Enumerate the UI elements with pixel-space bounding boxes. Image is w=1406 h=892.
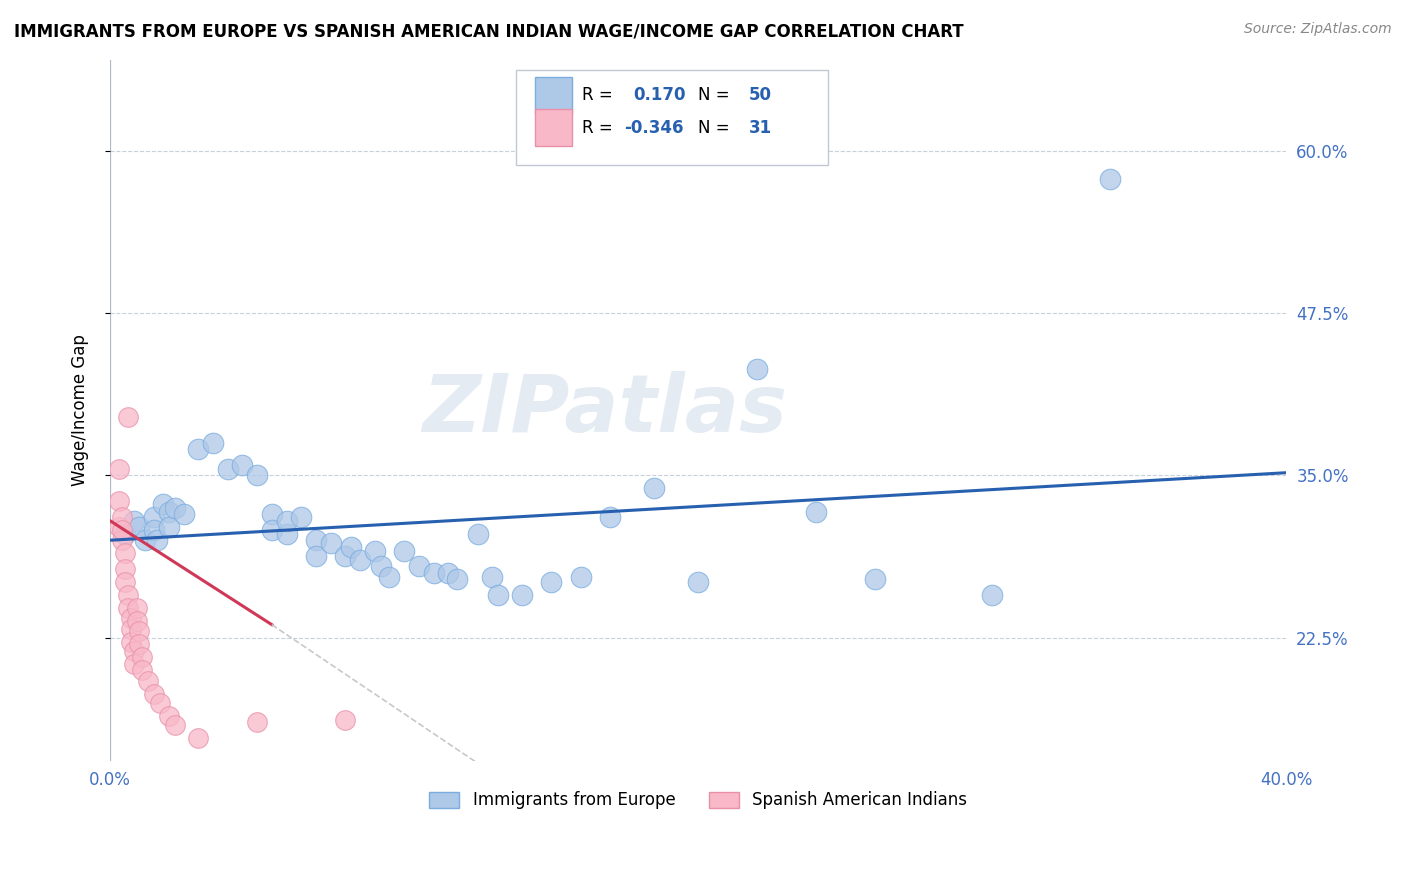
Point <box>114 574 136 589</box>
Point <box>114 546 136 560</box>
Text: R =: R = <box>582 87 617 104</box>
Point <box>187 442 209 457</box>
Point <box>128 624 150 639</box>
Point <box>540 574 562 589</box>
Point <box>276 526 298 541</box>
Text: ZIPatlas: ZIPatlas <box>422 371 787 450</box>
Point <box>187 731 209 745</box>
Point <box>108 520 131 534</box>
Text: -0.346: -0.346 <box>624 119 683 136</box>
Point <box>201 435 224 450</box>
Point <box>370 559 392 574</box>
Point <box>117 600 139 615</box>
Point <box>260 523 283 537</box>
Point <box>122 643 145 657</box>
FancyBboxPatch shape <box>534 77 572 113</box>
Text: 50: 50 <box>749 87 772 104</box>
Point <box>446 572 468 586</box>
Point <box>122 514 145 528</box>
Point <box>108 494 131 508</box>
Point <box>276 514 298 528</box>
Point <box>111 509 134 524</box>
Point <box>131 663 153 677</box>
FancyBboxPatch shape <box>516 70 828 165</box>
Point <box>486 588 509 602</box>
Point <box>157 505 180 519</box>
Point <box>378 569 401 583</box>
Point <box>364 543 387 558</box>
Point <box>108 462 131 476</box>
Point <box>481 569 503 583</box>
Point <box>863 572 886 586</box>
Text: R =: R = <box>582 119 613 136</box>
Point <box>163 717 186 731</box>
Point <box>510 588 533 602</box>
Point <box>157 708 180 723</box>
Point <box>340 540 363 554</box>
Point <box>117 409 139 424</box>
Point <box>131 650 153 665</box>
Point <box>804 505 827 519</box>
Legend: Immigrants from Europe, Spanish American Indians: Immigrants from Europe, Spanish American… <box>423 785 974 816</box>
Point <box>111 523 134 537</box>
Point <box>149 696 172 710</box>
Point <box>173 508 195 522</box>
Point <box>1098 172 1121 186</box>
Point <box>335 713 357 727</box>
Point <box>146 533 169 548</box>
Point <box>305 549 328 563</box>
Point <box>569 569 592 583</box>
Point <box>120 611 142 625</box>
Text: 0.170: 0.170 <box>634 87 686 104</box>
Text: N =: N = <box>699 87 730 104</box>
Point <box>305 533 328 548</box>
Point <box>688 574 710 589</box>
Point <box>128 520 150 534</box>
Point <box>231 458 253 472</box>
Y-axis label: Wage/Income Gap: Wage/Income Gap <box>72 334 89 486</box>
Text: IMMIGRANTS FROM EUROPE VS SPANISH AMERICAN INDIAN WAGE/INCOME GAP CORRELATION CH: IMMIGRANTS FROM EUROPE VS SPANISH AMERIC… <box>14 22 963 40</box>
Text: Source: ZipAtlas.com: Source: ZipAtlas.com <box>1244 22 1392 37</box>
Point <box>163 500 186 515</box>
Point <box>981 588 1004 602</box>
Point <box>152 497 174 511</box>
Point <box>114 562 136 576</box>
Point <box>117 588 139 602</box>
Point <box>437 566 460 580</box>
FancyBboxPatch shape <box>534 110 572 146</box>
Point <box>349 552 371 566</box>
Point <box>136 673 159 688</box>
Point <box>246 468 269 483</box>
Point <box>599 509 621 524</box>
Point <box>157 520 180 534</box>
Point <box>111 533 134 548</box>
Point <box>217 462 239 476</box>
Point <box>392 543 415 558</box>
Point <box>408 559 430 574</box>
Point <box>120 634 142 648</box>
Point <box>120 622 142 636</box>
Point <box>128 637 150 651</box>
Text: 31: 31 <box>749 119 772 136</box>
Point <box>422 566 444 580</box>
Point <box>134 533 156 548</box>
Text: N =: N = <box>699 119 730 136</box>
Point <box>260 508 283 522</box>
Point <box>122 657 145 671</box>
Point <box>143 509 166 524</box>
Point <box>125 600 148 615</box>
Point <box>114 526 136 541</box>
Point <box>125 614 148 628</box>
Point <box>246 715 269 730</box>
Point <box>467 526 489 541</box>
Point <box>643 481 665 495</box>
Point <box>143 523 166 537</box>
Point <box>745 361 768 376</box>
Point <box>290 509 312 524</box>
Point <box>143 686 166 700</box>
Point <box>335 549 357 563</box>
Point <box>319 536 342 550</box>
